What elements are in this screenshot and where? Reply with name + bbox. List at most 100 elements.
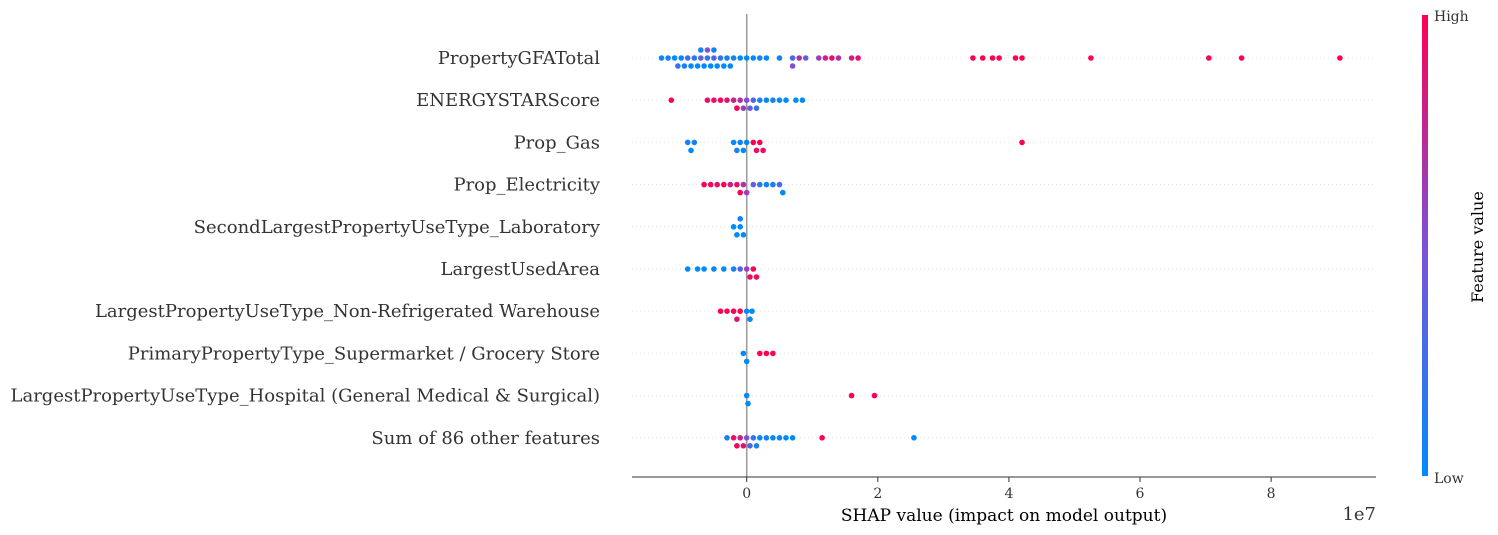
- data-point: [747, 316, 753, 323]
- data-point: [753, 105, 760, 111]
- data-point: [688, 147, 694, 154]
- x-tick-label: 8: [1267, 486, 1276, 502]
- data-point: [780, 189, 786, 196]
- data-point: [783, 435, 789, 441]
- data-point: [747, 105, 753, 111]
- data-point: [665, 55, 671, 61]
- data-point: [848, 55, 855, 61]
- data-point: [1019, 139, 1025, 146]
- data-point: [757, 435, 763, 441]
- data-point: [668, 97, 675, 103]
- data-point: [753, 443, 760, 449]
- colorbar-gradient: [1422, 15, 1428, 476]
- data-point: [1012, 55, 1019, 61]
- data-point: [789, 63, 796, 69]
- data-point: [724, 308, 730, 315]
- data-point: [763, 350, 770, 357]
- data-point: [979, 55, 986, 61]
- data-point: [684, 266, 691, 272]
- data-point: [745, 400, 751, 407]
- data-point: [724, 55, 730, 61]
- data-point: [743, 189, 750, 196]
- data-point: [694, 266, 701, 272]
- data-point: [714, 63, 720, 69]
- data-point: [737, 224, 743, 230]
- data-point: [911, 435, 917, 441]
- x-tick-label: 0: [742, 486, 751, 502]
- data-point: [740, 350, 747, 357]
- data-point: [681, 63, 688, 69]
- data-point: [737, 266, 743, 272]
- data-point: [734, 105, 740, 111]
- data-point: [704, 97, 711, 103]
- data-point: [970, 55, 976, 61]
- feature-label: Prop_Gas: [514, 132, 600, 153]
- data-point: [757, 139, 763, 146]
- data-point: [750, 181, 757, 188]
- data-point: [1238, 55, 1245, 61]
- data-point: [822, 55, 829, 61]
- data-point: [757, 350, 763, 357]
- x-tick-label: 6: [1136, 486, 1145, 502]
- data-point: [743, 97, 750, 103]
- data-point: [763, 97, 770, 103]
- data-point: [750, 55, 757, 61]
- data-point: [730, 55, 737, 61]
- data-point: [793, 97, 799, 103]
- data-points: [658, 47, 1343, 449]
- data-point: [829, 55, 835, 61]
- data-point: [688, 63, 694, 69]
- data-point: [743, 358, 750, 365]
- data-point: [743, 308, 750, 315]
- data-point: [789, 55, 796, 61]
- data-point: [789, 435, 796, 441]
- data-point: [730, 435, 737, 441]
- data-point: [737, 189, 743, 196]
- data-point: [770, 97, 776, 103]
- feature-label: SecondLargestPropertyUseType_Laboratory: [194, 217, 601, 238]
- data-point: [737, 139, 743, 146]
- data-point: [776, 97, 783, 103]
- data-point: [743, 139, 750, 146]
- data-point: [727, 63, 734, 69]
- data-point: [763, 55, 770, 61]
- data-point: [671, 55, 678, 61]
- data-point: [753, 147, 760, 154]
- x-axis: 0 2 4 6 8: [632, 476, 1376, 502]
- data-point: [704, 47, 711, 53]
- data-point: [770, 350, 776, 357]
- data-point: [871, 392, 878, 399]
- data-point: [737, 308, 743, 315]
- data-point: [711, 47, 717, 53]
- data-point: [714, 181, 720, 188]
- data-point: [730, 266, 737, 272]
- data-point: [717, 55, 724, 61]
- data-point: [799, 97, 806, 103]
- data-point: [730, 97, 737, 103]
- data-point: [721, 63, 727, 69]
- data-point: [753, 274, 760, 280]
- data-point: [711, 97, 717, 103]
- data-point: [717, 308, 724, 315]
- data-point: [747, 443, 753, 449]
- data-point: [848, 392, 855, 399]
- data-point: [750, 139, 757, 146]
- data-point: [776, 435, 783, 441]
- data-point: [776, 55, 783, 61]
- x-axis-offset-label: 1e7: [1342, 504, 1376, 525]
- data-point: [730, 308, 737, 315]
- data-point: [747, 274, 753, 280]
- data-point: [743, 435, 750, 441]
- data-point: [1019, 55, 1025, 61]
- data-point: [757, 55, 763, 61]
- colorbar: High Low Feature value: [1422, 9, 1487, 487]
- data-point: [701, 63, 707, 69]
- data-point: [737, 55, 743, 61]
- data-point: [727, 181, 734, 188]
- data-point: [734, 316, 740, 323]
- data-point: [819, 435, 825, 441]
- data-point: [684, 55, 691, 61]
- data-point: [711, 55, 717, 61]
- data-point: [707, 63, 714, 69]
